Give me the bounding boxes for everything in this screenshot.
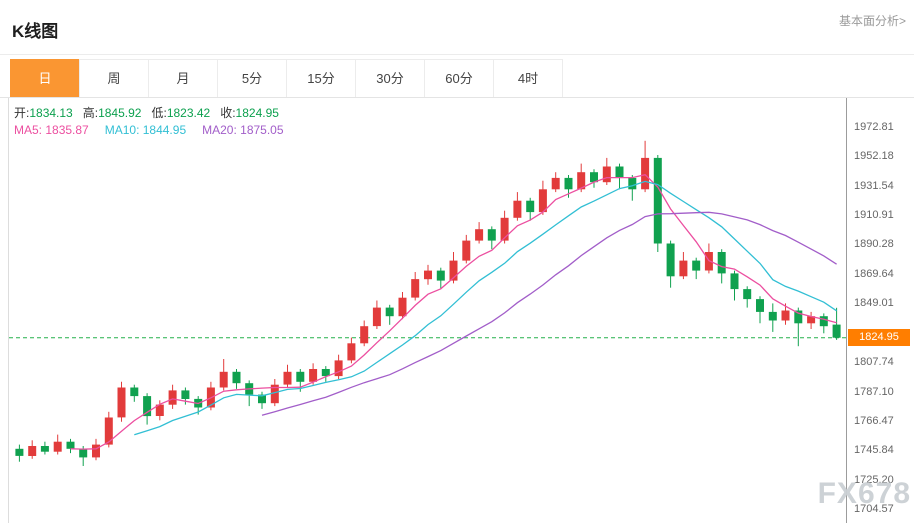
y-axis-tick: 1725.20 — [854, 474, 894, 486]
tab-day[interactable]: 日 — [10, 59, 80, 97]
y-axis-tick: 1766.47 — [854, 415, 894, 427]
chart-header: K线图 基本面分析> — [0, 0, 914, 55]
ohlc-low: 低:1823.42 — [151, 106, 211, 120]
tab-week[interactable]: 周 — [79, 59, 149, 97]
tab-15min[interactable]: 15分 — [286, 59, 356, 97]
tab-month[interactable]: 月 — [148, 59, 218, 97]
ma-legend-ma10: MA10: 1844.95 — [104, 123, 187, 137]
current-price-tag: 1824.95 — [848, 329, 910, 346]
y-axis-tick: 1787.10 — [854, 386, 894, 398]
y-axis-tick: 1807.74 — [854, 356, 894, 368]
y-axis-tick: 1704.57 — [854, 503, 894, 515]
candlestick-chart[interactable] — [9, 98, 847, 523]
y-axis-tick: 1972.81 — [854, 121, 894, 133]
y-axis-tick: 1869.64 — [854, 268, 894, 280]
y-axis-tick: 1952.18 — [854, 150, 894, 162]
chart-area: 开:1834.13 高:1845.92 低:1823.42 收:1824.95 MA5… — [0, 98, 914, 523]
y-axis-tick: 1910.91 — [854, 209, 894, 221]
y-axis-tick: 1931.54 — [854, 180, 894, 192]
y-axis-tick: 1745.84 — [854, 444, 894, 456]
ma-legend-row: MA5: 1835.87 MA10: 1844.95 MA20: 1875.05 — [14, 122, 300, 139]
tab-5min[interactable]: 5分 — [217, 59, 287, 97]
ma-legend-ma5: MA5: 1835.87 — [14, 123, 89, 137]
ohlc-open: 开:1834.13 — [14, 106, 73, 120]
watermark: FX678 — [817, 477, 911, 510]
fundamental-analysis-link[interactable]: 基本面分析> — [838, 14, 906, 28]
tab-30min[interactable]: 30分 — [355, 59, 425, 97]
plot-region — [8, 98, 847, 523]
tab-60min[interactable]: 60分 — [424, 59, 494, 97]
ohlc-high: 高:1845.92 — [82, 106, 142, 120]
y-axis-tick: 1890.28 — [854, 238, 894, 250]
tab-4hour[interactable]: 4时 — [493, 59, 563, 97]
ohlc-close: 收:1824.95 — [220, 106, 279, 120]
ohlc-legend-row: 开:1834.13 高:1845.92 低:1823.42 收:1824.95 — [14, 105, 300, 122]
ma-legend-ma20: MA20: 1875.05 — [202, 123, 284, 137]
interval-tabs: 日周月 5分 15分 30分 60分 4时 — [0, 55, 914, 98]
y-axis: 1824.95 1972.81 1952.18 1931.54 1910.91 1890… — [846, 98, 914, 523]
chart-legend: 开:1834.13 高:1845.92 低:1823.42 收:1824.95 MA5… — [14, 105, 300, 139]
y-axis-tick: 1849.01 — [854, 297, 894, 309]
page-title: K线图 — [12, 22, 59, 41]
